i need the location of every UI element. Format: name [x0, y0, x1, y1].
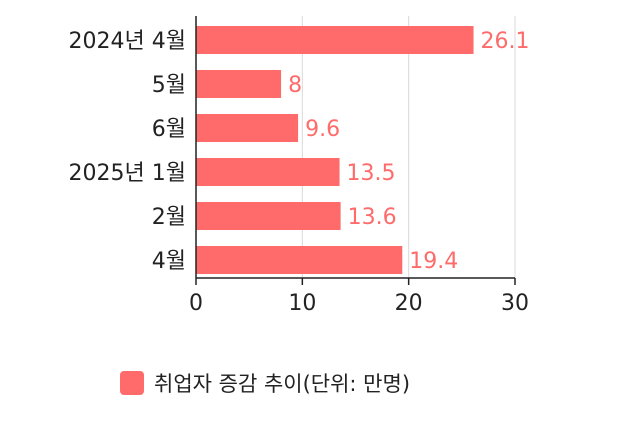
axes: 2024년 4월 5월 6월 2025년 1월 2월 4월0 10 20 30 — [69, 16, 529, 316]
data-label: 8 — [288, 73, 302, 98]
bar — [196, 114, 299, 142]
category-label: 6월 — [152, 117, 186, 142]
x-tick-label: 10 — [288, 291, 316, 316]
bar — [196, 202, 341, 230]
category-label: 2월 — [152, 205, 186, 230]
x-tick-label: 30 — [501, 291, 529, 316]
bar — [196, 246, 403, 274]
data-label: 26.1 — [481, 29, 530, 54]
data-label: 13.6 — [348, 205, 397, 230]
category-label: 5월 — [152, 73, 186, 98]
legend: 취업자 증감 추이(단위: 만명) — [120, 368, 410, 398]
grid-lines — [301, 16, 516, 278]
category-label: 2024년 4월 — [69, 29, 186, 54]
x-tick-label: 0 — [189, 291, 203, 316]
data-label: 13.5 — [347, 161, 396, 186]
category-label: 4월 — [152, 249, 186, 274]
bar — [196, 158, 340, 186]
x-tick-label: 20 — [395, 291, 423, 316]
bar — [196, 70, 282, 98]
category-label: 2025년 1월 — [69, 161, 186, 186]
data-labels: 26.1 89.6 13.5 13.6 19.4 — [288, 29, 529, 274]
bar — [196, 26, 474, 54]
bars — [196, 26, 474, 274]
legend-swatch — [120, 371, 144, 395]
data-label: 9.6 — [305, 117, 340, 142]
data-label: 19.4 — [409, 249, 458, 274]
legend-label: 취업자 증감 추이(단위: 만명) — [154, 372, 411, 396]
